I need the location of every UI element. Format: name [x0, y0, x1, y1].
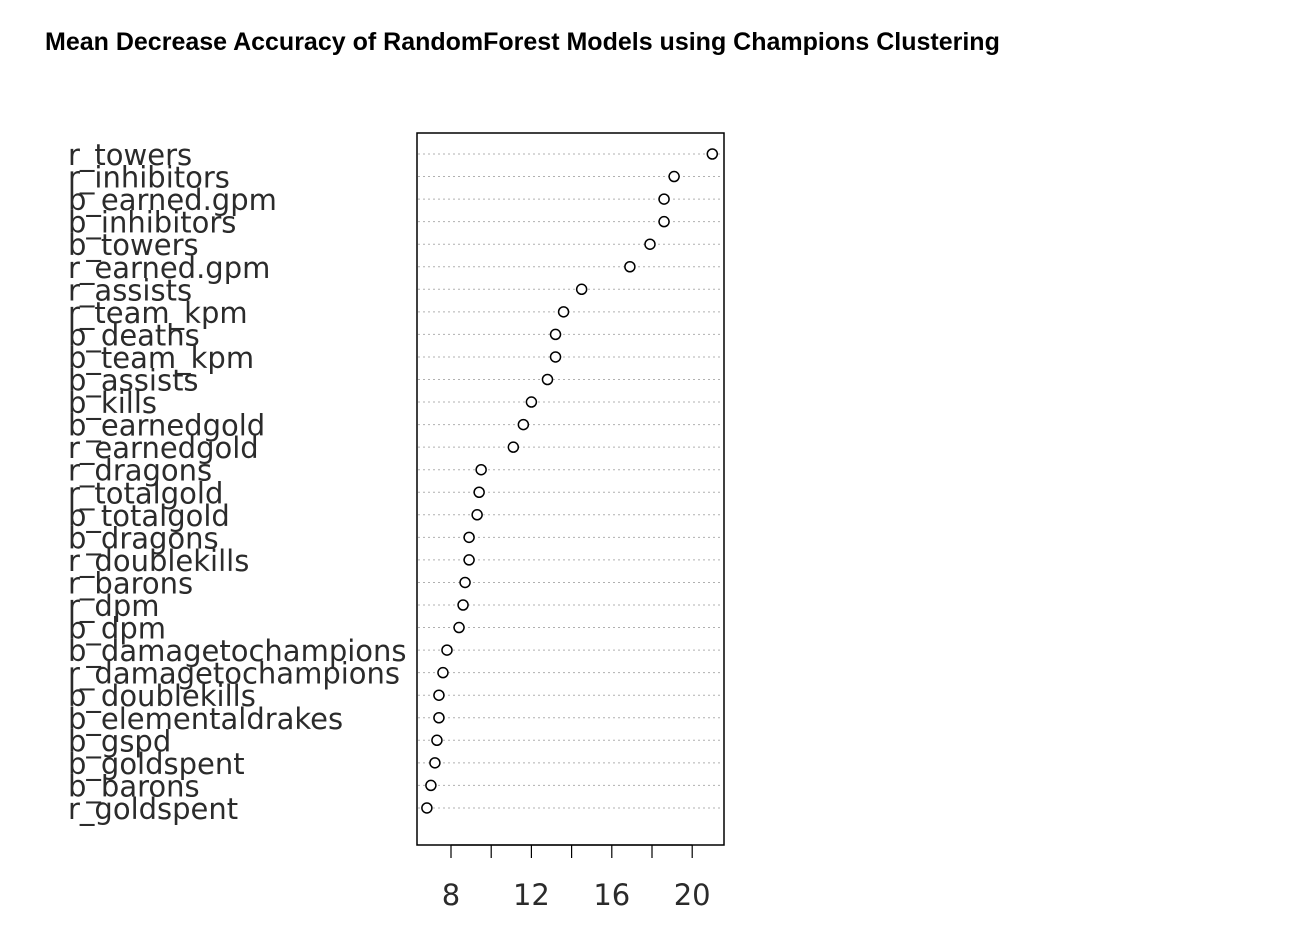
x-tick-label: 20 — [674, 878, 711, 912]
category-label: b_totalgold — [68, 499, 230, 533]
category-label: b_assists — [68, 364, 199, 398]
data-point — [473, 486, 485, 498]
data-point — [668, 170, 680, 183]
category-label: b_deaths — [68, 318, 200, 352]
category-label: b_goldspent — [68, 747, 245, 781]
data-point — [429, 757, 441, 769]
category-label: b_dpm — [68, 612, 166, 646]
data-point — [457, 599, 469, 611]
category-label: r_inhibitors — [68, 161, 230, 195]
data-point — [471, 509, 483, 521]
category-label: r_doublekills — [68, 544, 249, 578]
data-point — [463, 554, 475, 566]
data-point — [425, 779, 437, 792]
category-label: r_earnedgold — [68, 431, 259, 465]
data-point — [475, 463, 487, 476]
category-label: b_barons — [68, 769, 200, 803]
category-label: r_dpm — [68, 589, 160, 623]
category-label: b_earned.gpm — [68, 183, 277, 217]
data-point — [644, 238, 656, 250]
data-point — [431, 734, 443, 747]
category-label: r_dragons — [68, 454, 212, 488]
category-label: b_gspd — [68, 724, 171, 758]
category-label: b_dragons — [68, 521, 219, 555]
data-point — [575, 283, 588, 296]
chart-title: Mean Decrease Accuracy of RandomForest M… — [45, 28, 1000, 56]
data-point — [658, 215, 670, 228]
plot-frame — [416, 132, 725, 846]
data-point — [706, 148, 719, 160]
category-label: b_team_kpm — [68, 341, 254, 375]
data-point — [421, 802, 433, 814]
category-label: b_earnedgold — [68, 409, 265, 443]
category-label: r_goldspent — [68, 792, 238, 826]
data-point — [437, 666, 449, 679]
data-point — [541, 373, 554, 386]
category-label: r_totalgold — [68, 476, 223, 510]
data-point — [433, 689, 445, 701]
data-point — [525, 396, 538, 408]
data-point — [463, 531, 475, 544]
category-label: b_elementaldrakes — [68, 702, 343, 736]
data-point — [549, 351, 562, 363]
data-point — [459, 576, 471, 589]
data-point — [507, 441, 520, 453]
data-point — [658, 193, 670, 205]
category-label: r_team_kpm — [68, 296, 248, 330]
category-label: r_damagetochampions — [68, 657, 400, 691]
data-point — [433, 712, 445, 724]
x-tick-label: 8 — [442, 878, 460, 912]
category-label: r_assists — [68, 273, 192, 307]
x-tick-label: 16 — [593, 878, 630, 912]
category-label: b_kills — [68, 386, 157, 420]
category-label: b_inhibitors — [68, 206, 236, 240]
category-label: r_towers — [68, 138, 192, 172]
data-point — [557, 306, 570, 318]
category-label: b_towers — [68, 228, 199, 262]
x-tick-label: 12 — [513, 878, 550, 912]
data-point — [453, 621, 465, 634]
data-point — [624, 261, 636, 273]
data-point — [549, 328, 562, 341]
data-point — [441, 644, 453, 656]
data-point — [517, 418, 530, 431]
category-label: b_damagetochampions — [68, 634, 407, 668]
category-label: r_earned.gpm — [68, 251, 270, 285]
category-label: r_barons — [68, 566, 193, 600]
category-label: b_doublekills — [68, 679, 256, 713]
